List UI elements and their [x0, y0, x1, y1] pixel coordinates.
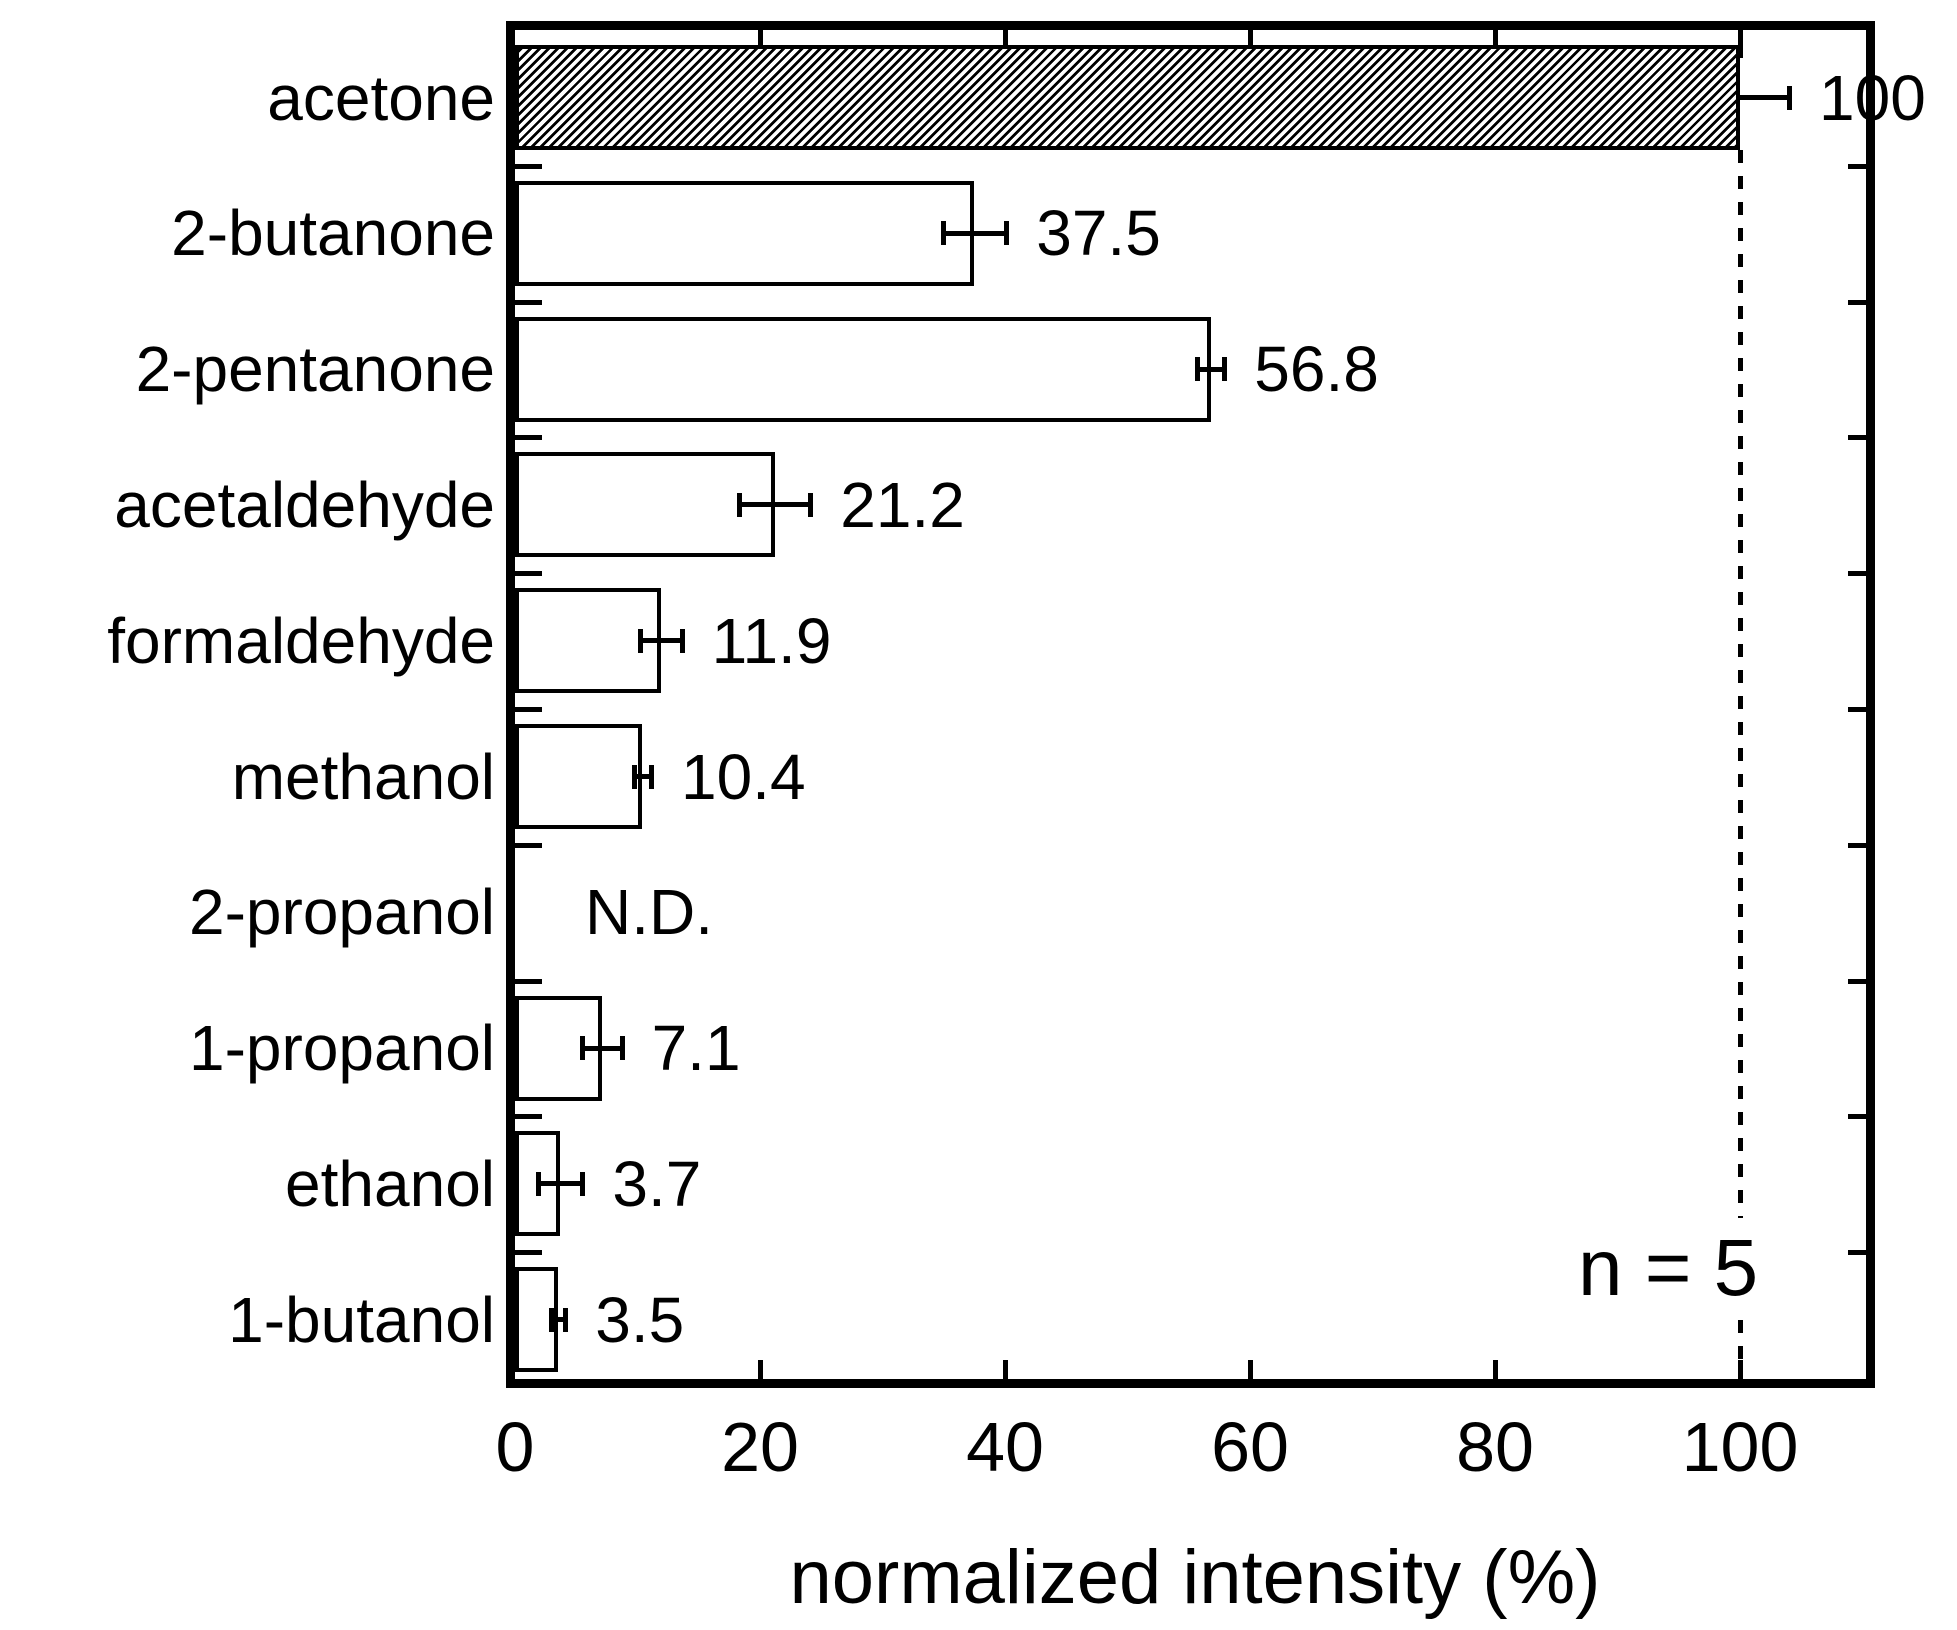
- x-tick-label: 20: [721, 1408, 799, 1486]
- error-bar-cap-left: [637, 628, 643, 653]
- x-tick-top: [758, 30, 763, 58]
- value-label: 21.2: [840, 468, 965, 541]
- error-bar-cap-right: [679, 628, 685, 653]
- category-label: 1-propanol: [189, 1012, 495, 1085]
- value-label: N.D.: [585, 876, 713, 949]
- error-bar: [639, 638, 682, 644]
- error-bar-cap-left: [737, 492, 743, 517]
- error-bar: [538, 1181, 583, 1187]
- y-boundary-tick-right: [1848, 299, 1875, 305]
- category-label: 1-butanol: [228, 1283, 495, 1356]
- x-tick-bottom: [1493, 1360, 1498, 1388]
- bar-acetone: [515, 45, 1740, 150]
- category-label: 2-pentanone: [135, 333, 495, 406]
- error-bar-cap-right: [1222, 357, 1228, 382]
- x-tick-top: [1248, 30, 1253, 58]
- value-label: 3.5: [595, 1283, 685, 1356]
- value-label: 10.4: [680, 740, 806, 813]
- error-bar: [582, 1045, 622, 1051]
- y-boundary-tick-right: [1848, 435, 1875, 441]
- error-bar-cap-right: [1787, 85, 1792, 110]
- y-boundary-tick-right: [1848, 1114, 1875, 1120]
- x-tick-label: 100: [1681, 1408, 1799, 1486]
- value-label: 56.8: [1254, 333, 1379, 406]
- error-bar: [942, 230, 1007, 236]
- category-label: ethanol: [285, 1147, 495, 1220]
- error-bar: [1740, 95, 1789, 100]
- bar-formaldehyde: [515, 588, 661, 694]
- error-bar-cap-left: [548, 1307, 554, 1332]
- x-axis-title: normalized intensity (%): [789, 1535, 1601, 1620]
- category-label: acetaldehyde: [114, 468, 495, 541]
- category-label: formaldehyde: [107, 604, 495, 677]
- value-label: 100: [1819, 61, 1926, 134]
- x-tick-label: 80: [1456, 1408, 1534, 1486]
- y-boundary-tick-right: [1848, 163, 1875, 169]
- x-tick-top: [1738, 30, 1743, 58]
- y-boundary-tick-right: [1848, 707, 1875, 712]
- x-tick-label: 40: [966, 1408, 1044, 1486]
- x-tick-bottom: [758, 1360, 763, 1388]
- error-bar-cap-right: [808, 492, 814, 517]
- y-boundary-tick-left: [515, 707, 542, 712]
- error-bar-cap-left: [580, 1036, 586, 1061]
- bar-2-pentanone: [515, 316, 1211, 422]
- x-tick-bottom: [1738, 1360, 1743, 1388]
- error-bar-cap-right: [580, 1171, 586, 1196]
- y-boundary-tick-right: [1848, 978, 1875, 984]
- x-tick-top: [1003, 30, 1008, 58]
- category-label: methanol: [231, 740, 495, 813]
- error-bar: [1197, 366, 1225, 372]
- y-boundary-tick-right: [1848, 842, 1875, 848]
- sample-size-label: n = 5: [1562, 1218, 1775, 1318]
- y-boundary-tick-right: [1848, 571, 1875, 577]
- bar-acetaldehyde: [515, 452, 775, 558]
- y-boundary-tick-left: [515, 435, 542, 441]
- y-boundary-tick-right: [1848, 1250, 1875, 1256]
- error-bar-cap-left: [536, 1171, 542, 1196]
- bar-2-butanone: [515, 180, 975, 286]
- error-bar-cap-right: [648, 764, 654, 789]
- value-label: 7.1: [651, 1012, 741, 1085]
- y-boundary-tick-left: [515, 299, 542, 305]
- y-boundary-tick-left: [515, 1250, 542, 1256]
- x-tick-bottom: [1003, 1360, 1008, 1388]
- error-bar: [550, 1317, 566, 1323]
- value-label: 37.5: [1036, 197, 1161, 270]
- error-bar-cap-right: [619, 1036, 625, 1061]
- error-bar: [633, 774, 651, 779]
- value-label: 3.7: [612, 1147, 702, 1220]
- y-boundary-tick-left: [515, 978, 542, 984]
- category-label: 2-propanol: [189, 876, 495, 949]
- x-tick-label: 60: [1211, 1408, 1289, 1486]
- error-bar-cap-right: [563, 1307, 569, 1332]
- x-tick-label: 0: [495, 1408, 535, 1486]
- x-tick-top: [1493, 30, 1498, 58]
- y-boundary-tick-left: [515, 842, 542, 848]
- error-bar-cap-left: [940, 221, 946, 246]
- x-tick-bottom: [1248, 1360, 1253, 1388]
- y-boundary-tick-left: [515, 163, 542, 169]
- value-label: 11.9: [711, 604, 832, 677]
- y-boundary-tick-left: [515, 1114, 542, 1120]
- bar-methanol: [515, 724, 643, 829]
- error-bar: [739, 502, 811, 508]
- error-bar-cap-left: [631, 764, 637, 789]
- y-boundary-tick-left: [515, 571, 542, 577]
- error-bar-cap-left: [1195, 357, 1201, 382]
- category-label: acetone: [267, 61, 495, 134]
- category-label: 2-butanone: [171, 197, 495, 270]
- error-bar-cap-right: [1004, 221, 1010, 246]
- reference-line-100: [1738, 150, 1743, 1388]
